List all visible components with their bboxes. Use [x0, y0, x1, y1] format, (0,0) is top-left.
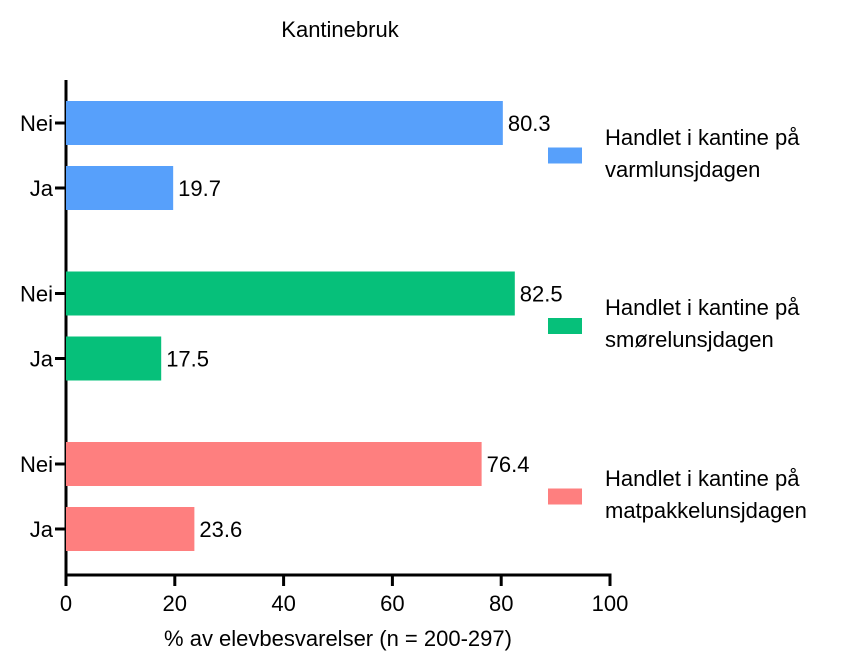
legend-label: Handlet i kantine på smørelunsjdagen: [605, 295, 800, 352]
x-tick-label: 0: [60, 591, 72, 616]
y-tick-label: Nei: [20, 452, 53, 477]
y-tick-label: Ja: [30, 517, 54, 542]
legend-label: Handlet i kantine på matpakkelunsjdagen: [605, 465, 807, 523]
value-label: 23.6: [199, 517, 242, 542]
value-label: 76.4: [487, 452, 530, 477]
bar: [66, 101, 503, 145]
legend-label: Handlet i kantine på varmlunsjdagen: [605, 124, 800, 182]
bar: [66, 271, 515, 316]
bar: [66, 336, 162, 381]
x-tick-label: 80: [489, 591, 513, 616]
y-tick-label: Nei: [20, 281, 53, 306]
bar: [66, 442, 482, 486]
x-tick-label: 40: [271, 591, 295, 616]
y-tick-label: Ja: [30, 346, 54, 371]
bar: [66, 507, 195, 551]
value-label: 19.7: [178, 176, 221, 201]
x-axis-label: % av elevbesvarelser (n = 200-297): [164, 626, 512, 651]
legend-swatch: [548, 488, 582, 505]
legend-swatch: [548, 147, 582, 164]
x-tick-label: 20: [163, 591, 187, 616]
x-tick-label: 100: [592, 591, 629, 616]
y-tick-label: Nei: [20, 111, 53, 136]
x-tick-label: 60: [380, 591, 404, 616]
value-label: 17.5: [166, 346, 209, 371]
bar: [66, 166, 174, 210]
y-tick-label: Ja: [30, 176, 54, 201]
chart-title: Kantinebruk: [281, 17, 399, 42]
legend-swatch: [548, 318, 582, 334]
value-label: 82.5: [520, 281, 563, 306]
value-label: 80.3: [508, 111, 551, 136]
